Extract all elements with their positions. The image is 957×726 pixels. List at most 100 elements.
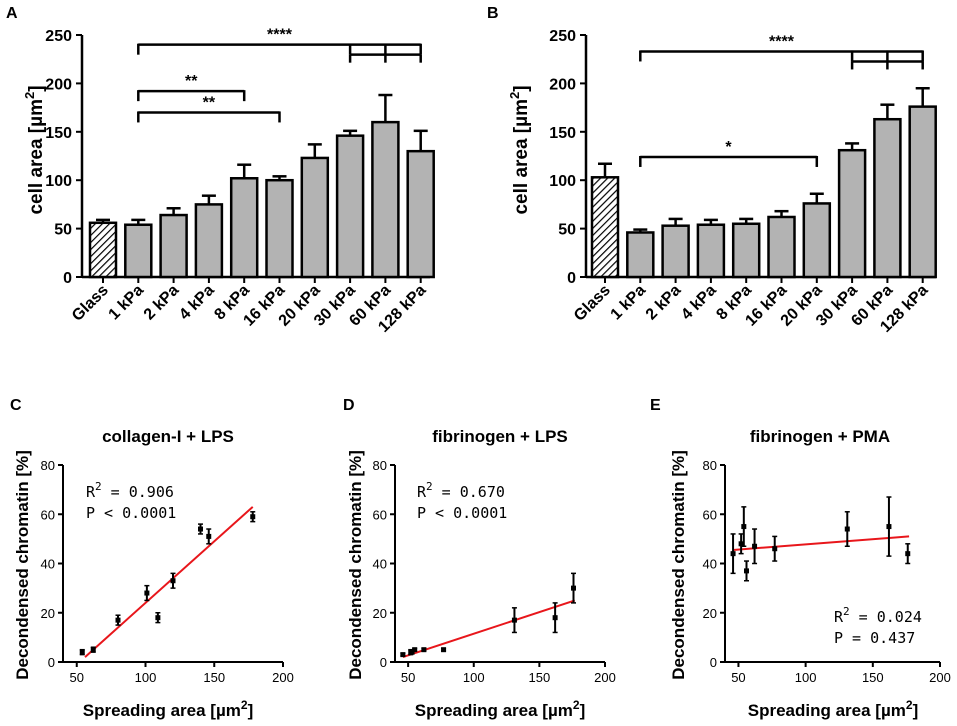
data-point	[741, 524, 747, 530]
bar	[661, 224, 690, 279]
y-tick-label: 150	[45, 125, 72, 142]
x-axis-label-e: Spreading area [µm2]	[748, 698, 918, 720]
bar	[159, 213, 188, 279]
y-tick-label: 100	[45, 173, 72, 190]
x-tick-label: Glass	[69, 282, 112, 325]
bar	[873, 117, 902, 279]
data-point	[738, 541, 744, 547]
data-point	[90, 647, 96, 653]
regression-line	[84, 506, 254, 658]
data-point	[412, 647, 418, 653]
data-point	[400, 652, 406, 658]
x-tick-label: 150	[203, 670, 225, 685]
p-value-d: P < 0.0001	[417, 504, 507, 522]
x-tick-label: 150	[529, 670, 551, 685]
bar	[124, 223, 153, 279]
bar	[300, 156, 330, 279]
significance-label: **	[203, 94, 216, 111]
data-point	[421, 647, 427, 653]
data-point	[206, 533, 212, 539]
bar	[908, 105, 937, 279]
x-axis-label-d: Spreading area [µm2]	[415, 698, 585, 720]
scatter-chart-c: collagen-I + LPS 0 20 40 60 80 50 100 150 200 De…	[13, 427, 294, 720]
data-point	[905, 551, 911, 557]
y-axis-label-d: Decondensed chromatin [%]	[346, 450, 365, 680]
x-tick-label: Glass	[571, 282, 614, 325]
y-axis-label-a: cell area [µm2]	[22, 85, 47, 214]
x-tick-label: 1 kPa	[106, 282, 148, 324]
y-tick-label: 0	[710, 655, 717, 670]
data-point	[79, 649, 85, 655]
x-tick-label: 200	[272, 670, 294, 685]
y-axis-label-c: Decondensed chromatin [%]	[13, 450, 32, 680]
x-tick-label: 2 kPa	[141, 282, 183, 324]
bar	[802, 202, 832, 279]
y-tick-label: 0	[380, 655, 387, 670]
chart-title-c: collagen-I + LPS	[102, 427, 234, 446]
r-squared-c: R2 = 0.906	[86, 480, 174, 501]
significance-label: *	[725, 139, 732, 156]
data-point	[752, 543, 758, 549]
data-point	[198, 526, 203, 532]
y-tick-label: 20	[41, 606, 55, 621]
bar	[590, 176, 620, 279]
bar	[626, 231, 655, 279]
panel-label-b: B	[487, 5, 499, 22]
bar	[88, 221, 118, 279]
y-tick-label: 80	[41, 458, 55, 473]
data-point	[155, 615, 161, 621]
bar	[371, 120, 400, 279]
data-point	[144, 590, 150, 596]
panel-label-a: A	[6, 5, 18, 22]
y-tick-label: 250	[549, 28, 576, 45]
y-tick-label: 200	[45, 76, 72, 93]
y-tick-label: 80	[703, 458, 717, 473]
p-value-e: P = 0.437	[834, 629, 915, 647]
x-tick-label: 50	[401, 670, 415, 685]
panel-label-c: C	[10, 397, 22, 414]
y-tick-label: 50	[558, 222, 576, 239]
y-tick-label: 0	[567, 270, 576, 287]
x-tick-label: 100	[795, 670, 817, 685]
p-value-c: P < 0.0001	[86, 504, 176, 522]
data-point	[409, 649, 415, 655]
y-tick-label: 20	[373, 606, 387, 621]
regression-line	[732, 535, 910, 551]
x-tick-label: 2 kPa	[643, 282, 685, 324]
scatter-chart-d: fibrinogen + LPS 0 20 40 60 80 50 100 150 200 De…	[346, 427, 616, 720]
chart-title-e: fibrinogen + PMA	[750, 427, 890, 446]
x-axis-label-c: Spreading area [µm2]	[83, 698, 253, 720]
x-tick-label: 100	[463, 670, 485, 685]
panel-label-d: D	[343, 397, 355, 414]
y-axis-label-e: Decondensed chromatin [%]	[669, 450, 688, 680]
bar	[731, 222, 761, 279]
r-squared-e: R2 = 0.024	[834, 605, 922, 626]
y-tick-label: 60	[703, 507, 717, 522]
y-tick-label: 100	[549, 173, 576, 190]
data-point	[772, 546, 778, 552]
y-tick-label: 0	[48, 655, 55, 670]
significance-label: ****	[267, 27, 293, 44]
bar	[229, 177, 259, 279]
y-tick-label: 40	[373, 557, 387, 572]
scatter-chart-e: fibrinogen + PMA 0 20 40 60 80 50 100 150 200 De…	[669, 427, 951, 720]
data-point	[730, 551, 736, 557]
y-tick-label: 200	[549, 76, 576, 93]
x-tick-label: 50	[731, 670, 745, 685]
x-tick-label: 4 kPa	[678, 282, 720, 324]
significance-label: ****	[769, 33, 795, 50]
x-tick-label: 100	[135, 670, 157, 685]
y-tick-label: 50	[54, 222, 72, 239]
significance-label: **	[185, 73, 198, 90]
y-tick-label: 40	[41, 557, 55, 572]
y-tick-label: 150	[549, 125, 576, 142]
x-tick-label: 1 kPa	[608, 282, 650, 324]
y-tick-label: 20	[703, 606, 717, 621]
data-point	[441, 647, 447, 653]
data-point	[115, 617, 121, 623]
bar	[265, 178, 294, 279]
data-point	[250, 514, 256, 520]
